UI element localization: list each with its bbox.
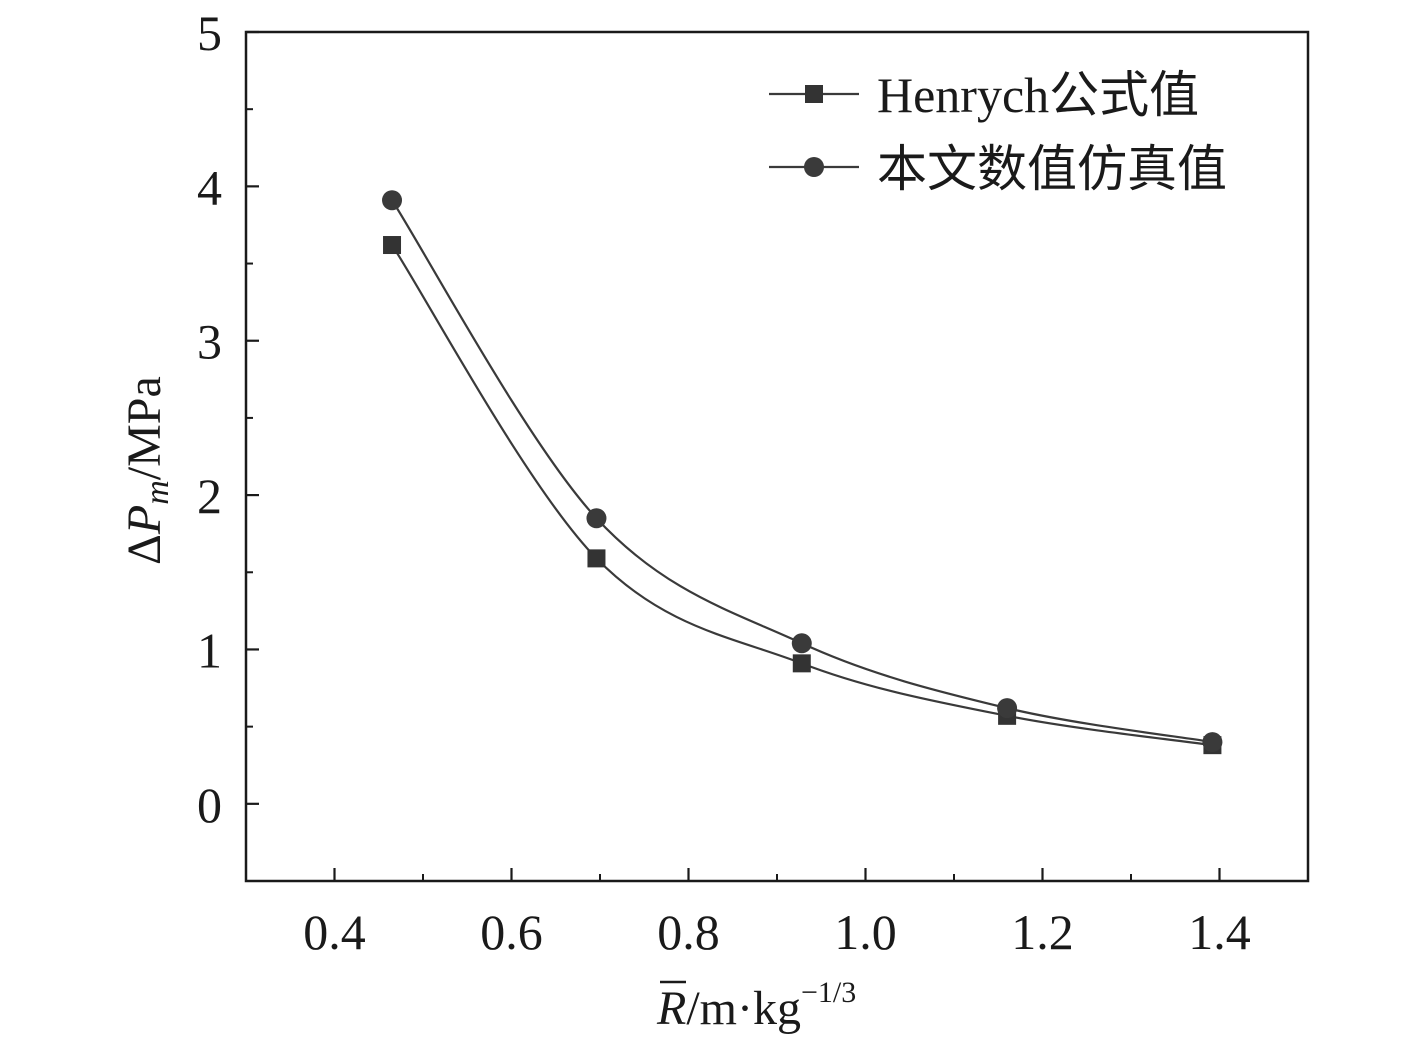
x-tick-label: 0.6: [480, 904, 543, 960]
y-axis-label-sub: m: [139, 480, 176, 505]
legend: Henrych公式值 本文数值仿真值: [769, 67, 1227, 197]
y-axis-label-var: P: [118, 505, 171, 535]
x-axis-label-base: R: [656, 982, 686, 1035]
x-tick-label: 0.4: [303, 904, 366, 960]
series-1-point: [997, 698, 1018, 719]
series-0-point: [792, 654, 811, 673]
series-1-point: [382, 190, 403, 211]
series-0-point: [587, 549, 606, 568]
legend-marker-circle-icon: [804, 157, 824, 177]
axis-tick-labels: 0.4 0.6 0.8 1.0 1.2 1.4 0 1 2 3 4 5: [197, 5, 1251, 960]
axis-ticks: [246, 30, 1221, 881]
series-0-point: [383, 236, 402, 255]
legend-label-simulation: 本文数值仿真值: [877, 141, 1227, 197]
x-tick-label: 1.0: [834, 904, 897, 960]
x-axis-label-sup: −1/3: [801, 976, 856, 1009]
x-axis-label-unit: /m·kg: [686, 982, 801, 1035]
y-tick-label: 5: [197, 5, 222, 61]
x-tick-label: 1.4: [1188, 904, 1251, 960]
series-line-1: [391, 199, 1213, 744]
series-1-point: [1202, 732, 1223, 753]
legend-label-henrych: Henrych公式值: [877, 67, 1199, 123]
series-1-point: [586, 508, 607, 529]
series-line-0: [391, 244, 1213, 747]
y-tick-label: 4: [197, 159, 222, 215]
y-tick-label: 3: [197, 314, 222, 370]
y-axis-label-unit: /MPa: [118, 376, 171, 480]
y-tick-label: 1: [197, 622, 222, 678]
legend-marker-square-icon: [805, 85, 823, 103]
y-axis-label: ΔPm/MPa: [118, 376, 176, 565]
series-curves: [391, 199, 1213, 747]
x-tick-label: 1.2: [1011, 904, 1074, 960]
y-tick-label: 0: [197, 777, 222, 833]
series-markers: [382, 190, 1223, 755]
series-1-point: [791, 633, 812, 654]
x-axis-label: R/m·kg−1/3: [656, 976, 856, 1035]
x-tick-label: 0.8: [657, 904, 720, 960]
y-tick-label: 2: [197, 468, 222, 524]
y-axis-label-delta: Δ: [118, 534, 171, 565]
